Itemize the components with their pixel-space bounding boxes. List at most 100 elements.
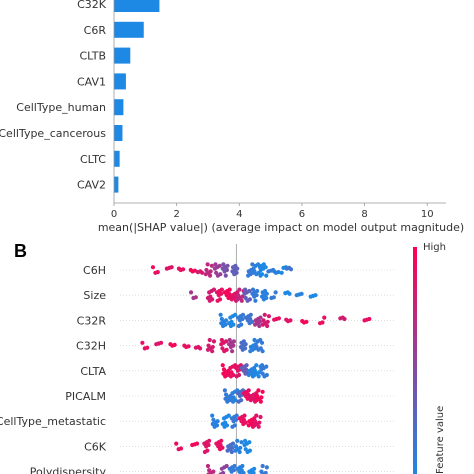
shap-point <box>234 413 239 418</box>
shap-point <box>145 345 150 350</box>
shap-point <box>264 273 269 278</box>
shap-point <box>178 446 184 451</box>
shap-point <box>252 466 257 471</box>
shap-point <box>204 267 209 273</box>
shap-point <box>213 262 218 267</box>
shap-point <box>168 342 173 347</box>
shap-point <box>246 388 251 393</box>
shap-point <box>193 295 198 300</box>
shap-point <box>182 343 187 348</box>
x-tick-label: 10 <box>421 209 434 220</box>
feature-label: C6H <box>83 264 106 277</box>
shap-point <box>320 320 325 325</box>
bar <box>114 176 119 193</box>
shap-point <box>256 388 261 393</box>
x-axis-title: mean(|SHAP value|) (average impact on mo… <box>98 221 464 234</box>
shap-point <box>255 393 260 399</box>
shap-point <box>253 298 258 303</box>
shap-point <box>226 413 231 418</box>
shap-point <box>367 316 372 322</box>
shap-point <box>235 438 240 443</box>
shap-point <box>272 269 277 274</box>
x-tick-label: 4 <box>236 209 242 220</box>
shap-point <box>247 448 253 453</box>
shap-point <box>243 295 248 301</box>
shap-point <box>256 262 261 267</box>
bar <box>114 73 126 90</box>
shap-point <box>224 347 229 352</box>
x-tick-label: 6 <box>299 209 305 220</box>
shap-point <box>257 420 262 425</box>
shap-point <box>198 269 203 274</box>
shap-point <box>252 337 257 343</box>
shap-point <box>240 463 245 469</box>
shap-point <box>210 413 215 418</box>
shap-point <box>287 265 292 270</box>
shap-point <box>186 344 191 349</box>
shap-point <box>188 290 194 295</box>
shap-point <box>243 438 248 443</box>
shap-point <box>264 372 269 378</box>
shap-point <box>220 470 226 474</box>
shap-point <box>223 273 228 278</box>
feature-label: Polydispersity <box>30 466 107 474</box>
colorbar <box>413 247 417 474</box>
shap-point <box>232 423 237 428</box>
shap-point <box>218 272 223 277</box>
shap-point <box>264 465 269 470</box>
shap-point <box>227 287 232 292</box>
shap-point <box>255 288 260 294</box>
bar <box>114 99 124 116</box>
shap-point <box>238 445 243 450</box>
shap-point <box>221 367 227 372</box>
shap-point <box>247 297 253 302</box>
bar-label: CellType_cancerous <box>0 127 106 140</box>
shap-point <box>264 364 269 369</box>
shap-point <box>205 448 210 453</box>
shap-point <box>252 269 257 274</box>
feature-label: CellType_metastatic <box>0 415 106 428</box>
shap-point <box>174 441 179 446</box>
shap-point <box>211 339 217 344</box>
shap-point <box>262 312 267 317</box>
shap-point <box>340 315 345 320</box>
shap-point <box>273 290 278 295</box>
shap-point <box>243 447 248 452</box>
shap-point <box>231 395 236 400</box>
shap-point <box>266 314 272 319</box>
shap-point <box>196 344 201 350</box>
shap-point <box>181 267 186 272</box>
shap-point <box>211 417 216 422</box>
panel-b-beeswarm-chart: C6H Size C32R C32H CLTA PICALM CellType_metast… <box>0 242 446 474</box>
feature-label: C32R <box>77 314 107 327</box>
shap-point <box>207 337 212 343</box>
shap-point <box>279 270 284 275</box>
shap-point <box>207 468 212 473</box>
shap-point <box>206 343 211 348</box>
shap-point <box>169 265 174 270</box>
shap-point <box>158 340 164 345</box>
shap-point <box>208 269 213 274</box>
bar-label: CLTB <box>79 50 106 63</box>
shap-point <box>205 463 211 469</box>
bar <box>114 21 144 38</box>
panel-b-label: B <box>14 241 27 261</box>
shap-point <box>239 398 244 403</box>
shap-point <box>300 319 305 324</box>
shap-point <box>215 419 220 424</box>
colorbar-high-label: High <box>423 242 446 253</box>
shap-point <box>230 349 235 354</box>
shap-point <box>304 319 309 324</box>
shap-point <box>285 290 290 295</box>
shap-point <box>232 463 237 469</box>
shap-point <box>258 346 263 351</box>
shap-point <box>265 319 270 324</box>
shap-point <box>240 312 246 317</box>
shap-point <box>248 312 253 317</box>
shap-point <box>253 419 258 424</box>
shap-point <box>259 469 264 474</box>
shap-point <box>236 372 242 378</box>
shap-point <box>155 270 160 275</box>
shap-point <box>258 315 263 320</box>
shap-point <box>219 337 224 343</box>
